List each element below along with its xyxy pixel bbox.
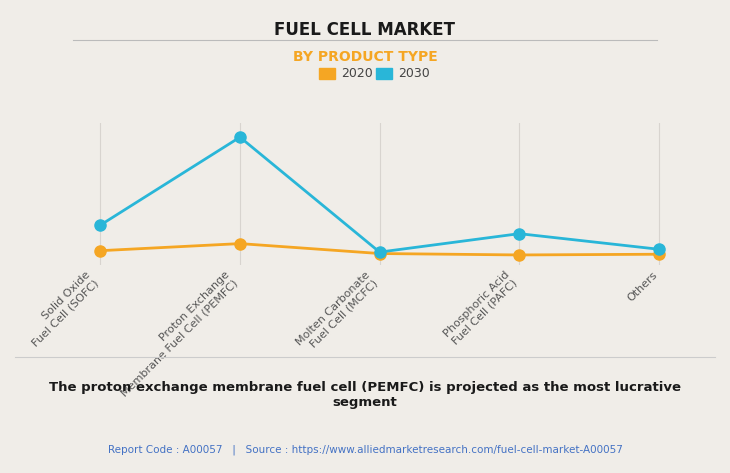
- Text: FUEL CELL MARKET: FUEL CELL MARKET: [274, 21, 456, 39]
- Text: 2030: 2030: [399, 67, 430, 80]
- Text: 2020: 2020: [342, 67, 373, 80]
- Text: The proton exchange membrane fuel cell (PEMFC) is projected as the most lucrativ: The proton exchange membrane fuel cell (…: [49, 381, 681, 409]
- Text: Report Code : A00057   |   Source : https://www.alliedmarketresearch.com/fuel-ce: Report Code : A00057 | Source : https://…: [107, 445, 623, 455]
- Text: BY PRODUCT TYPE: BY PRODUCT TYPE: [293, 50, 437, 64]
